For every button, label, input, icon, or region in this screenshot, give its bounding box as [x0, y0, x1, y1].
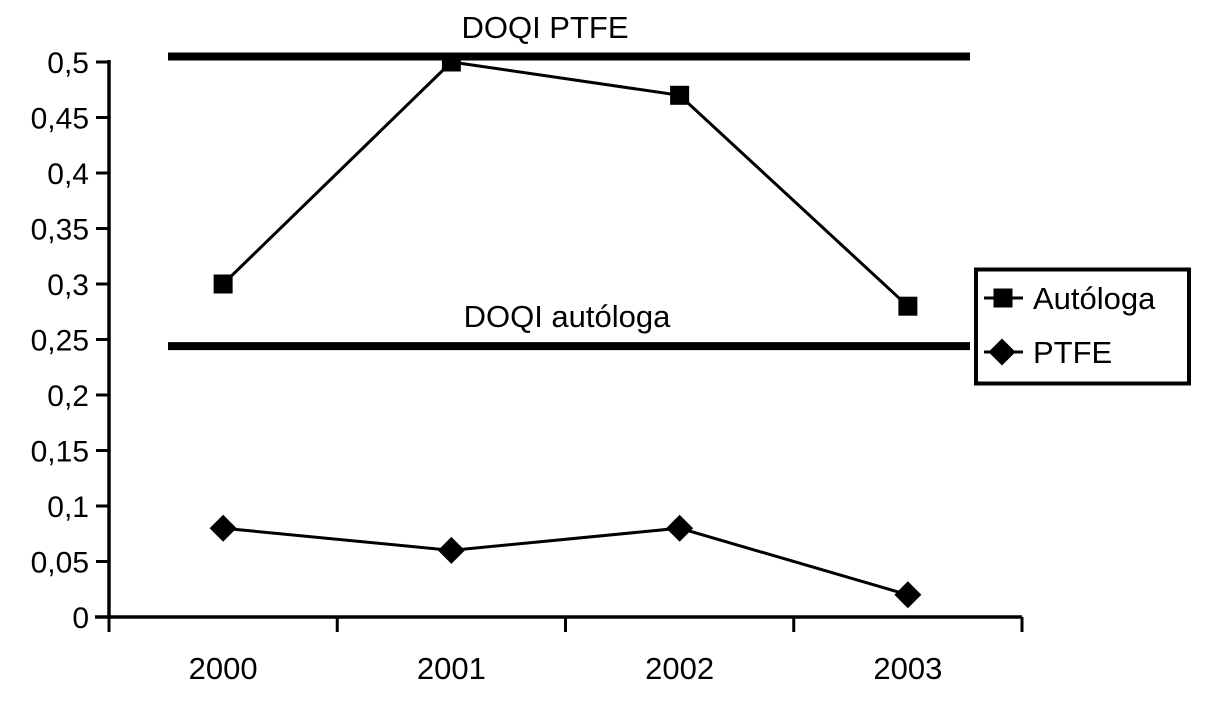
series-line-aut-loga	[222, 60, 909, 308]
data-point-square-aut-loga	[898, 296, 918, 316]
series-line-ptfe	[222, 526, 909, 597]
x-category-label: 2002	[645, 651, 714, 686]
y-tick-label: 0,1	[47, 491, 89, 524]
y-tick-label: 0,35	[31, 214, 89, 247]
data-point-diamond-ptfe	[666, 514, 694, 542]
data-point-square-aut-loga	[213, 274, 233, 294]
data-point-square-aut-loga	[670, 85, 690, 105]
ref-label-doqi-autologa: DOQI autóloga	[464, 299, 672, 334]
data-series	[209, 52, 922, 609]
y-tick-label: 0,45	[31, 103, 89, 136]
diamond-marker-icon	[988, 338, 1016, 366]
data-point-diamond-ptfe	[437, 536, 465, 564]
ref-label-doqi-ptfe: DOQI PTFE	[461, 10, 628, 45]
legend-label-ptfe: PTFE	[1033, 335, 1112, 370]
y-tick-label: 0,5	[47, 47, 89, 80]
x-category-label: 2003	[873, 651, 942, 686]
axes: 0 0,05 0,1 0,15 0,2 0,25 0,3 0,35 0,4 0,45 0,5 2000…	[31, 47, 1024, 686]
data-point-diamond-ptfe	[209, 514, 237, 542]
y-tick-label: 0,3	[47, 269, 89, 302]
y-tick-label: 0,4	[47, 158, 89, 191]
data-point-square-aut-loga	[441, 52, 461, 72]
y-tick-label: 0,15	[31, 436, 89, 469]
legend-entry-ptfe: PTFE	[984, 335, 1112, 370]
y-tick-label: 0	[72, 602, 89, 635]
data-point-diamond-ptfe	[894, 581, 922, 609]
square-marker-icon	[993, 288, 1013, 308]
y-tick-label: 0,2	[47, 380, 89, 413]
x-category-label: 2001	[417, 651, 486, 686]
legend: Autóloga PTFE	[974, 267, 1191, 386]
y-tick-label: 0,25	[31, 325, 89, 358]
legend-label-autologa: Autóloga	[1033, 281, 1156, 316]
legend-entry-autologa: Autóloga	[984, 281, 1156, 316]
y-tick-label: 0,05	[31, 547, 89, 580]
x-category-label: 2000	[189, 651, 258, 686]
reference-lines	[168, 52, 970, 351]
